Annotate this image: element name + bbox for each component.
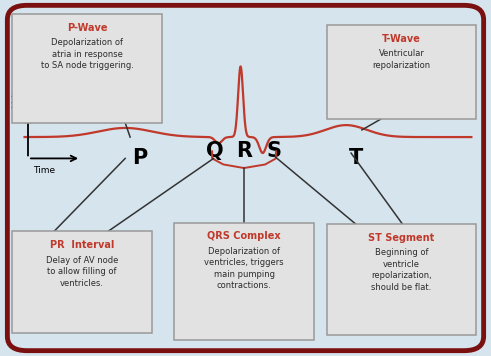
FancyBboxPatch shape: [7, 5, 484, 351]
Text: T: T: [349, 148, 363, 168]
Text: QRS Complex: QRS Complex: [208, 231, 281, 241]
Text: ST Segment: ST Segment: [368, 233, 435, 243]
Text: Depolarization of
atria in response
to SA node triggering.: Depolarization of atria in response to S…: [41, 38, 134, 70]
FancyBboxPatch shape: [327, 224, 476, 335]
Text: Ventricular
repolarization: Ventricular repolarization: [372, 49, 431, 69]
FancyBboxPatch shape: [327, 25, 476, 119]
Text: P-Wave: P-Wave: [67, 23, 108, 33]
Text: Depolarization of
ventricles, triggers
main pumping
contractions.: Depolarization of ventricles, triggers m…: [204, 247, 284, 290]
Text: R: R: [237, 141, 252, 161]
FancyBboxPatch shape: [12, 231, 152, 333]
Text: Delay of AV node
to allow filling of
ventricles.: Delay of AV node to allow filling of ven…: [46, 256, 118, 288]
Text: P: P: [132, 148, 148, 168]
FancyBboxPatch shape: [174, 222, 314, 340]
Text: S: S: [267, 141, 281, 161]
Text: Time: Time: [33, 166, 55, 175]
Text: PR  Interval: PR Interval: [50, 240, 114, 250]
FancyBboxPatch shape: [12, 14, 162, 123]
Text: T-Wave: T-Wave: [382, 34, 421, 44]
Text: Beginning of
ventricle
repolarization,
should be flat.: Beginning of ventricle repolarization, s…: [371, 248, 432, 292]
Text: Voltage: Voltage: [12, 73, 21, 107]
Text: Q: Q: [206, 141, 224, 161]
